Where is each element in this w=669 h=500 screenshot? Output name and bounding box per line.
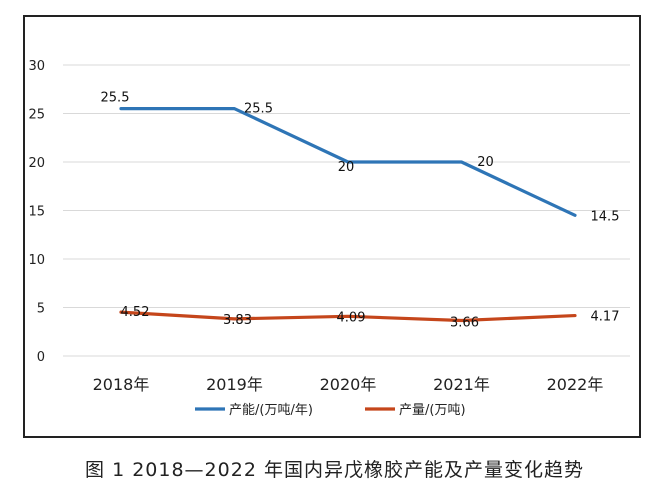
y-tick-label: 10 (28, 253, 45, 268)
series-lines (119, 107, 577, 323)
data-labels: 25.5 25.5 20 20 14.5 4.52 3.83 4.09 3.66 4.17 (101, 91, 620, 331)
data-label: 25.5 (244, 102, 273, 117)
data-label: 25.5 (101, 91, 130, 106)
data-label: 4.52 (121, 305, 150, 320)
x-tick-label: 2019年 (206, 375, 263, 394)
y-tick-label: 30 (28, 59, 45, 74)
series-line-1 (119, 310, 577, 323)
series-line-0 (119, 107, 577, 217)
x-tick-label: 2018年 (93, 375, 150, 394)
y-tick-label: 25 (28, 108, 45, 123)
y-tick-label: 15 (28, 205, 45, 220)
x-tick-label: 2020年 (320, 375, 377, 394)
legend: 产能/(万吨/年) 产量/(万吨) (195, 403, 466, 418)
data-label: 20 (477, 155, 494, 170)
data-label: 4.17 (591, 310, 620, 325)
x-tick-label: 2021年 (433, 375, 490, 394)
data-label: 4.09 (337, 310, 366, 325)
data-label: 3.83 (223, 313, 252, 328)
y-axis-ticks: 0 5 10 15 20 25 30 (28, 59, 45, 365)
x-axis-ticks: 2018年 2019年 2020年 2021年 2022年 (93, 375, 604, 394)
line-chart: 0 5 10 15 20 25 30 2018年 2019年 2020年 2021年 2022年 2… (28, 59, 630, 418)
x-tick-label: 2022年 (547, 375, 604, 394)
figure-caption: 图 1 2018—2022 年国内异戊橡胶产能及产量变化趋势 (85, 459, 584, 481)
y-tick-label: 0 (37, 350, 45, 365)
y-tick-label: 20 (28, 156, 45, 171)
legend-entry: 产能/(万吨/年) (229, 403, 313, 418)
y-tick-label: 5 (37, 302, 45, 317)
data-label: 3.66 (450, 315, 479, 330)
legend-entry: 产量/(万吨) (399, 403, 466, 418)
data-label: 14.5 (591, 209, 620, 224)
data-label: 20 (338, 160, 355, 175)
chart-frame: 0 5 10 15 20 25 30 2018年 2019年 2020年 2021年 2022年 2… (23, 15, 641, 438)
